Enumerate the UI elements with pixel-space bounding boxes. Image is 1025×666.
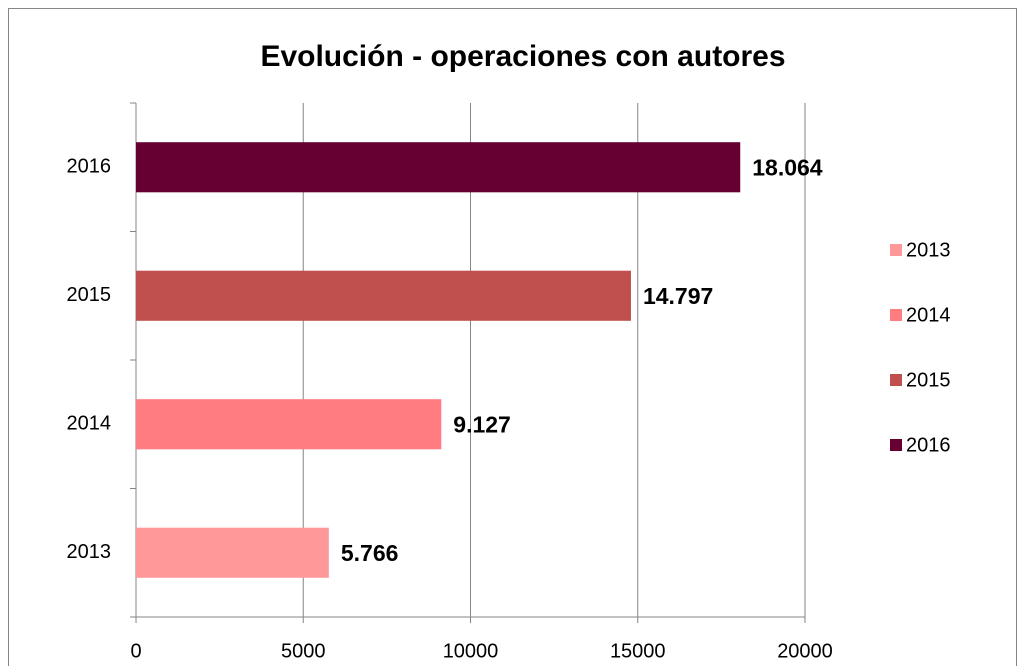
legend-swatch [890,244,902,256]
data-label: 5.766 [341,540,399,566]
y-tick-label: 2015 [67,284,112,306]
bar [136,270,631,321]
x-tick-label: 15000 [610,640,666,662]
bar [136,527,329,578]
legend-swatch [890,374,902,386]
legend-label: 2015 [906,369,951,391]
x-tick-label: 20000 [777,640,833,662]
bar [136,399,442,450]
legend-swatch [890,309,902,321]
x-tick-label: 10000 [443,640,499,662]
data-label: 9.127 [453,411,511,437]
chart-title: Evolución - operaciones con autores [260,40,785,73]
y-tick-label: 2013 [67,541,112,563]
legend-label: 2014 [906,304,951,326]
legend-label: 2016 [906,434,951,456]
bar [136,142,741,193]
legend-label: 2013 [906,239,951,261]
data-label: 14.797 [643,283,713,309]
x-tick-label: 5000 [281,640,326,662]
x-tick-label: 0 [130,640,141,662]
data-label: 18.064 [752,154,823,180]
y-tick-label: 2014 [67,413,112,435]
legend-swatch [890,439,902,451]
y-tick-label: 2016 [67,156,112,178]
